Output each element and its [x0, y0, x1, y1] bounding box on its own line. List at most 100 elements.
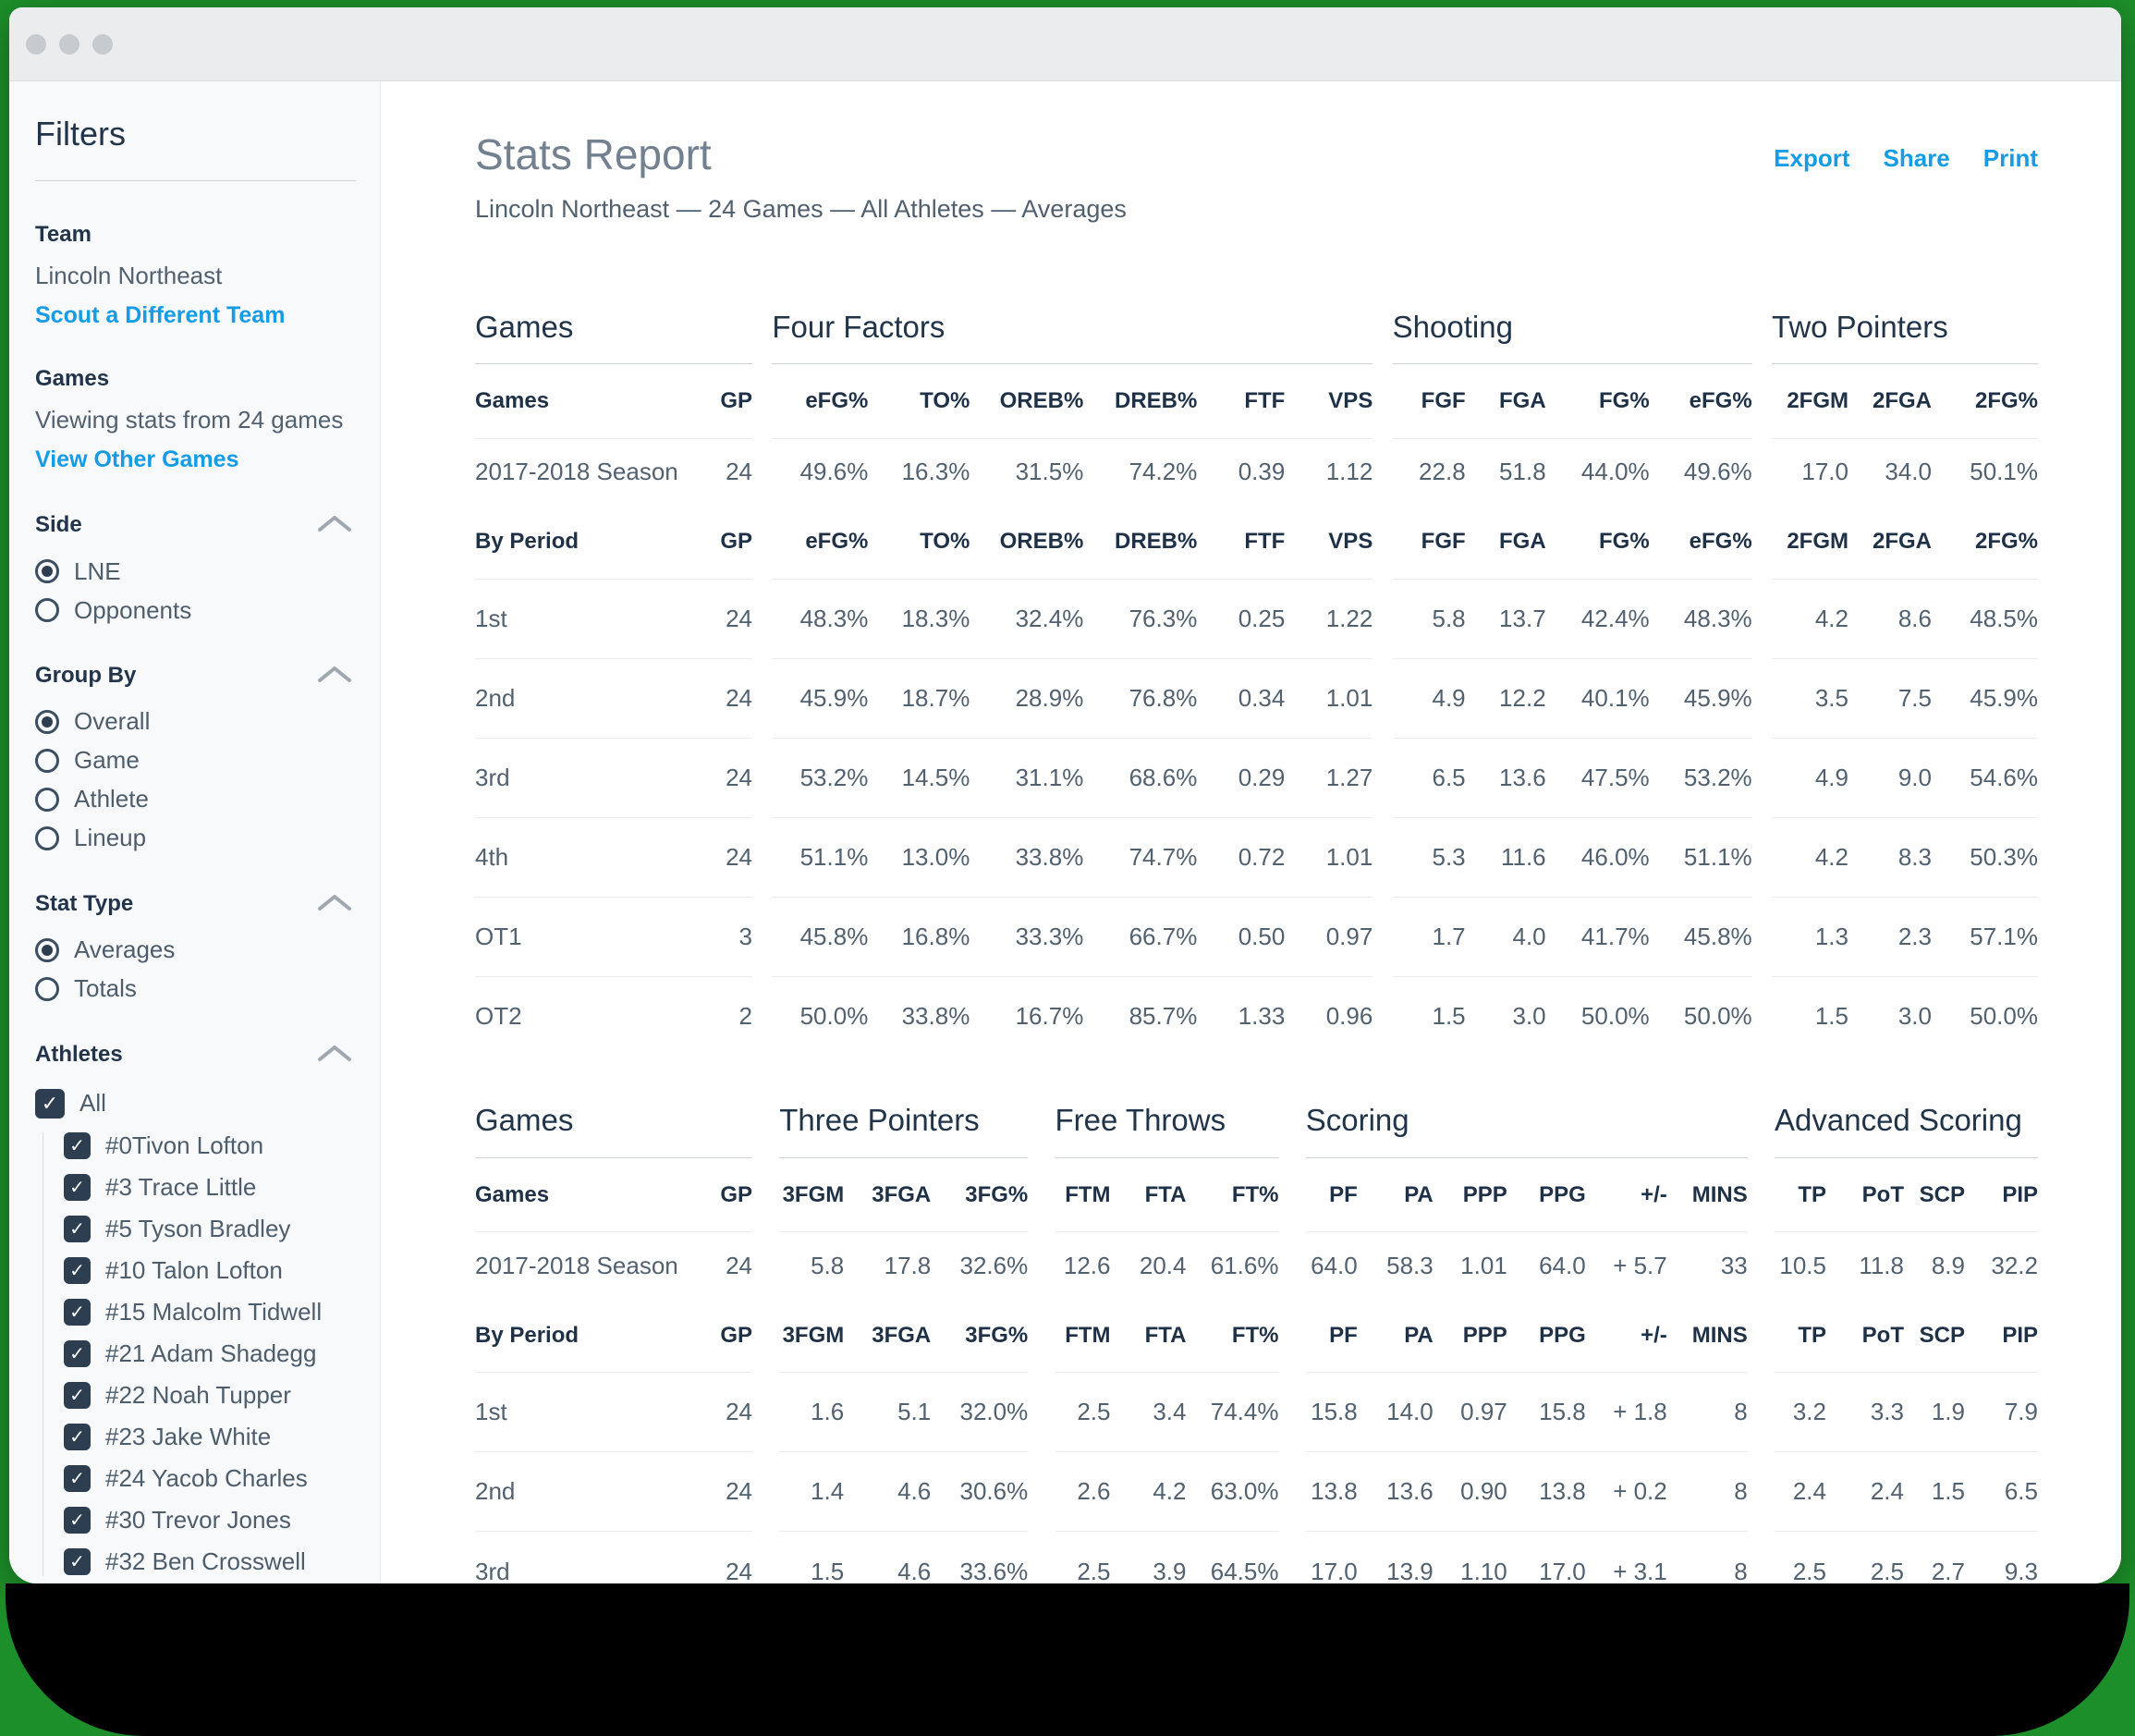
checkbox-checked-icon: ✓ — [64, 1174, 91, 1202]
table-cell: 61.6% — [1210, 1251, 1279, 1279]
table-cell: 48.3% — [799, 604, 869, 632]
chevron-up-icon[interactable] — [317, 1044, 352, 1067]
table-cell: 5.3 — [1432, 842, 1466, 871]
table-cell: 45.9% — [1683, 683, 1752, 712]
radio-option-lne[interactable]: LNE — [35, 557, 356, 585]
table-cell: 17.8 — [884, 1251, 932, 1279]
option-label: Game — [74, 746, 140, 775]
chevron-up-icon[interactable] — [317, 514, 352, 537]
column-header: TP — [1798, 1181, 1826, 1207]
table-cell: 13.9 — [1386, 1557, 1434, 1583]
column-header: GP — [720, 387, 752, 413]
stats-table: PF PA PPP PPG +/- MINS 64.0 58.3 1.01 64.0 + 5.7 33… — [1305, 1158, 1748, 1583]
stat-type-options: Averages Totals — [35, 935, 356, 1003]
table-cell: PoT — [1861, 1322, 1904, 1348]
column-header: PPP — [1462, 1181, 1507, 1207]
window-control-close-icon[interactable] — [26, 33, 46, 55]
table-cell: 1st — [475, 604, 507, 632]
table-cell: DREB% — [1114, 528, 1198, 554]
table-cell: eFG% — [805, 528, 869, 554]
athlete-checkbox-5-tyson-bradley[interactable]: ✓ #5 Tyson Bradley — [64, 1215, 356, 1243]
athlete-checkbox-0tivon-lofton[interactable]: ✓ #0Tivon Lofton — [64, 1131, 356, 1160]
table-cell: 1.7 — [1432, 922, 1466, 950]
table-cell: PA — [1404, 1322, 1434, 1348]
side-label: Side — [35, 512, 82, 538]
scout-different-team-link[interactable]: Scout a Different Team — [35, 302, 286, 329]
table-row: 2nd 24 — [475, 658, 752, 739]
window-control-minimize-icon[interactable] — [59, 33, 79, 55]
table-row: 3.5 7.5 45.9% — [1771, 658, 2038, 739]
athlete-checkbox-23-jake-white[interactable]: ✓ #23 Jake White — [64, 1423, 356, 1451]
table-row: 1st 24 — [475, 579, 752, 659]
table-cell: 3FGA — [872, 1322, 932, 1348]
chevron-up-icon[interactable] — [317, 665, 352, 688]
athlete-checkbox-10-talon-lofton[interactable]: ✓ #10 Talon Lofton — [64, 1256, 356, 1285]
stats-table: TP PoT SCP PIP 10.5 11.8 8.9 32.2 TP PoT SCP PIP 3.2… — [1775, 1158, 2038, 1583]
chevron-up-icon[interactable] — [317, 893, 352, 916]
column-header: FGA — [1498, 387, 1546, 413]
column-header: PA — [1404, 1181, 1434, 1207]
table-cell: 10.5 — [1779, 1251, 1826, 1279]
view-other-games-link[interactable]: View Other Games — [35, 446, 239, 473]
athlete-checkbox-15-malcolm-tidwell[interactable]: ✓ #15 Malcolm Tidwell — [64, 1298, 356, 1326]
radio-option-lineup[interactable]: Lineup — [35, 824, 356, 852]
athlete-checkbox-3-trace-little[interactable]: ✓ #3 Trace Little — [64, 1173, 356, 1202]
table-section-two-pointers: Two Pointers 2FGM 2FGA 2FG% 17.0 34.0 50.1% 2FG… — [1771, 309, 2038, 1057]
table-row: 5.3 11.6 46.0% 51.1% — [1392, 817, 1752, 898]
table-row: 2.5 3.4 74.4% — [1055, 1373, 1279, 1452]
table-header-row: 2FGM 2FGA 2FG% — [1771, 364, 2038, 439]
table-cell: 64.0 — [1311, 1251, 1358, 1279]
table-cell: 2.6 — [1077, 1477, 1111, 1506]
table-subheader-row: By Period GP — [475, 505, 752, 580]
radio-option-totals[interactable]: Totals — [35, 974, 356, 1003]
group-by-label: Group By — [35, 663, 137, 689]
column-header: FTM — [1065, 1181, 1111, 1207]
table-cell: FTM — [1065, 1322, 1111, 1348]
table-section-heading: Three Pointers — [779, 1102, 1029, 1158]
table-cell: + 0.2 — [1613, 1477, 1667, 1506]
table-cell: 76.8% — [1128, 683, 1198, 712]
athlete-checkbox-32-ben-crosswell[interactable]: ✓ #32 Ben Crosswell — [64, 1547, 356, 1576]
radio-option-game[interactable]: Game — [35, 746, 356, 775]
table-row: 53.2% 14.5% 31.1% 68.6% 0.29 1.27 — [772, 738, 1373, 818]
share-button[interactable]: Share — [1883, 144, 1950, 172]
athletes-all-label: All — [79, 1089, 106, 1118]
table-cell: + 3.1 — [1613, 1557, 1667, 1583]
radio-option-opponents[interactable]: Opponents — [35, 596, 356, 624]
table-cell: PIP — [2002, 1322, 2038, 1348]
table-cell: 4.6 — [897, 1477, 932, 1506]
table-cell: 8 — [1734, 1398, 1748, 1426]
table-row: 15.8 14.0 0.97 15.8 + 1.8 8 — [1305, 1373, 1748, 1452]
table-cell: 32.2 — [1991, 1251, 2038, 1279]
table-cell: + 5.7 — [1613, 1251, 1667, 1279]
option-label: Lineup — [74, 824, 147, 852]
column-header: FTA — [1144, 1181, 1187, 1207]
column-header: PPG — [1539, 1181, 1586, 1207]
athletes-all-checkbox[interactable]: ✓ All — [35, 1088, 356, 1119]
table-cell: 1.3 — [1814, 922, 1848, 950]
table-cell: 9.0 — [1897, 763, 1932, 791]
athlete-checkbox-22-noah-tupper[interactable]: ✓ #22 Noah Tupper — [64, 1381, 356, 1410]
athlete-checkbox-21-adam-shadegg[interactable]: ✓ #21 Adam Shadegg — [64, 1339, 356, 1368]
export-button[interactable]: Export — [1774, 144, 1850, 172]
table-cell: 0.72 — [1238, 842, 1286, 871]
radio-option-averages[interactable]: Averages — [35, 935, 356, 964]
filters-title: Filters — [35, 115, 126, 153]
table-cell: 50.0% — [1580, 1001, 1650, 1030]
radio-option-athlete[interactable]: Athlete — [35, 785, 356, 813]
window-control-maximize-icon[interactable] — [92, 33, 113, 55]
table-cell: 5.1 — [897, 1398, 932, 1426]
radio-option-overall[interactable]: Overall — [35, 707, 356, 736]
table-row: 17.0 13.9 1.10 17.0 + 3.1 8 — [1306, 1532, 1748, 1583]
report-main: Stats Report Lincoln Northeast — 24 Game… — [381, 81, 2121, 1583]
print-button[interactable]: Print — [1982, 144, 2038, 172]
stats-table: 2FGM 2FGA 2FG% 17.0 34.0 50.1% 2FGM 2FGA 2FG% 4.2… — [1771, 364, 2038, 1056]
table-cell: 2.7 — [1931, 1557, 1965, 1583]
athlete-checkbox-30-trevor-jones[interactable]: ✓ #30 Trevor Jones — [64, 1506, 356, 1534]
table-cell: 8 — [1734, 1477, 1748, 1506]
table-row: 1.4 4.6 30.6% — [779, 1452, 1029, 1532]
table-cell: PPG — [1539, 1322, 1586, 1348]
table-section-games: Games Games GP 2017-2018 Season 24 By Period G… — [475, 309, 752, 1057]
table-row: 4th 24 — [475, 817, 752, 898]
athlete-checkbox-24-yacob-charles[interactable]: ✓ #24 Yacob Charles — [64, 1464, 356, 1493]
